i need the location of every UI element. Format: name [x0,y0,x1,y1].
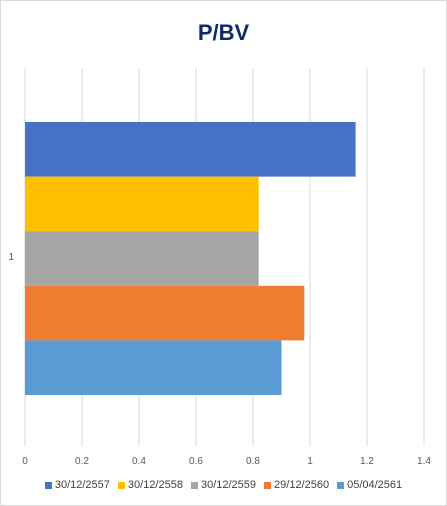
legend-label: 30/12/2559 [200,479,257,491]
category-label: 1 [8,252,14,263]
legend-item: 30/12/2559 [190,479,257,491]
legend-swatch [337,481,345,489]
x-tick-label: 0.2 [75,456,89,467]
bar-30-12-2559 [25,231,259,286]
legend-label: 30/12/2558 [127,479,183,491]
legend-item: 29/12/2560 [264,479,329,491]
x-tick-label: 1.4 [417,456,431,467]
x-tick-label: 0.4 [132,456,146,467]
legend-item: 30/12/2558 [117,479,183,491]
bar-29-12-2560 [25,285,305,341]
legend-swatch [44,481,52,489]
legend-label: 29/12/2560 [274,479,330,491]
legend-swatch [117,481,125,489]
x-tick-label: 0.8 [246,456,260,467]
x-tick-label: 1 [307,456,313,467]
legend-item: 05/04/2561 [337,479,402,491]
legend-label: 05/04/2561 [347,479,403,491]
legend-item: 30/12/2557 [44,479,110,491]
bar-30-12-2557 [25,122,356,177]
legend: 30/12/2557 30/12/2558 30/12/2559 29/12/2560… [0,479,447,491]
bar-30-12-2558 [25,176,259,232]
x-tick-label: 1.2 [360,456,374,467]
bars [25,122,356,395]
bar-05-04-2561 [25,340,282,395]
x-tick-label: 0 [22,456,28,467]
x-tick-label: 0.6 [189,456,203,467]
chart-title: P/BV [197,20,250,45]
legend-swatch [264,481,272,489]
legend-label: 30/12/2557 [54,479,110,491]
legend-swatch [190,481,198,489]
x-tick-labels: 0 0.2 0.4 0.6 0.8 1 1.2 1.4 [22,456,431,467]
